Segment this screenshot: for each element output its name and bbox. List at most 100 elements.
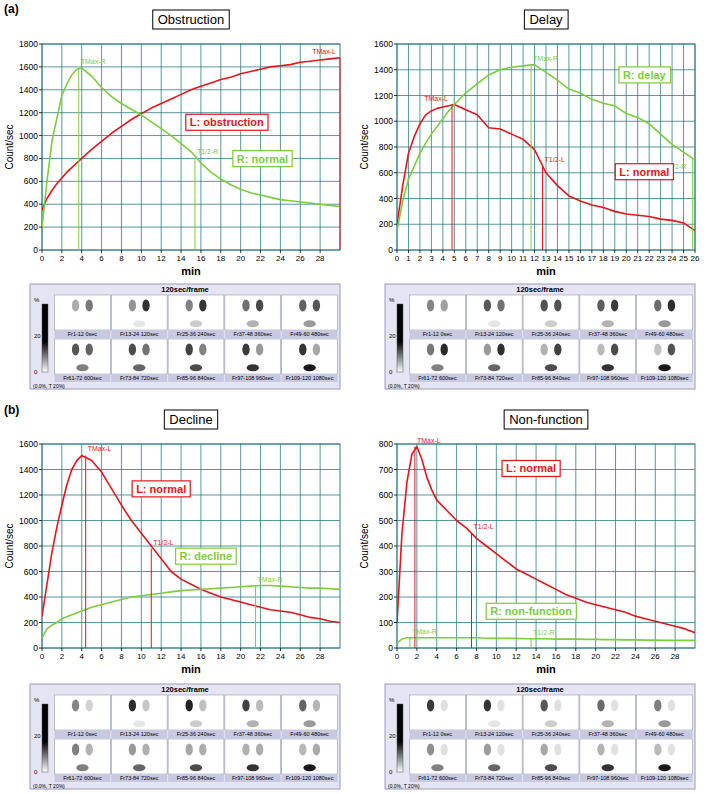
- plot-area: [397, 444, 695, 648]
- frame-caption: Fr49-60 480sec: [645, 731, 684, 737]
- image-panel: [385, 284, 695, 389]
- image-grid: 120sec/frame%200(0.0%, T 20%)Fr1-12 0sec…: [30, 284, 340, 389]
- kidney-right: [199, 344, 206, 356]
- marker-label: T1/2-L: [545, 156, 565, 163]
- image-title: 120sec/frame: [516, 285, 564, 294]
- y-tick-label: 0: [33, 245, 38, 255]
- x-tick-label: 22: [611, 652, 620, 661]
- tick: [280, 250, 281, 253]
- y-tick-label: 600: [379, 168, 393, 178]
- tick: [39, 571, 42, 572]
- marker-label: T1/2-R: [533, 629, 554, 636]
- x-tick-label: 14: [532, 652, 541, 661]
- tick: [39, 135, 42, 136]
- bladder: [133, 320, 145, 327]
- y-tick-label: 400: [24, 592, 38, 602]
- frame-caption: Fr61-72 600sec: [418, 375, 457, 381]
- kidney-right: [497, 744, 504, 756]
- tick: [442, 250, 443, 253]
- frame-caption: Fr61-72 600sec: [63, 775, 102, 781]
- grid-line: [42, 622, 340, 623]
- marker-label: TMax-R: [533, 55, 558, 62]
- bladder: [431, 764, 443, 771]
- frame-image: [168, 739, 224, 774]
- frame-image: [637, 739, 693, 774]
- x-tick-label: 20: [591, 652, 600, 661]
- tick: [568, 250, 569, 253]
- y-axis-title: Count/sec: [359, 124, 370, 169]
- bladder: [545, 364, 557, 371]
- bladder: [545, 320, 557, 327]
- marker-line: [692, 159, 693, 250]
- grid-line: [42, 597, 340, 598]
- series-group: [397, 447, 695, 643]
- tick: [614, 250, 615, 253]
- y-tick-label: 1000: [374, 116, 393, 126]
- panel-label: (b): [4, 403, 19, 417]
- y-tick-label: 1000: [19, 131, 38, 141]
- frame-image: [523, 739, 579, 774]
- frame-caption-strip: [111, 374, 167, 382]
- y-tick-label: 1400: [374, 65, 393, 75]
- kidney-left: [427, 700, 434, 712]
- kidney-right: [497, 700, 504, 712]
- x-tick-label: 24: [631, 652, 640, 661]
- grid-line: [42, 181, 340, 182]
- frame-caption-strip: [637, 730, 693, 738]
- tick: [260, 648, 261, 651]
- x-tick-label: 0: [40, 254, 45, 263]
- chart-title: Non-function: [509, 412, 583, 427]
- series-label-box: [186, 114, 268, 130]
- marker-line: [452, 105, 453, 250]
- frame-caption: Fr97-108 960sec: [232, 375, 274, 381]
- tick: [39, 469, 42, 470]
- frame-caption: Fr13-24 120sec: [475, 731, 514, 737]
- frame-caption-strip: [580, 374, 636, 382]
- x-tick-label: 4: [80, 652, 85, 661]
- tick: [615, 648, 616, 651]
- scale-label: %: [389, 297, 395, 303]
- chart-title: Delay: [529, 12, 563, 27]
- tick: [39, 181, 42, 182]
- series-group: [42, 58, 340, 227]
- frame-caption-strip: [225, 774, 281, 782]
- grid-line: [42, 112, 340, 113]
- tick: [394, 648, 397, 649]
- x-tick-label: 18: [599, 254, 608, 263]
- frame-caption: Fr97-108 960sec: [587, 775, 629, 781]
- x-tick-label: 24: [276, 254, 285, 263]
- series-line: [42, 586, 340, 638]
- kidney-right: [199, 300, 206, 312]
- tick: [394, 69, 397, 70]
- frame-image: [111, 695, 167, 730]
- kidney-right: [668, 344, 675, 356]
- frame-image: [55, 695, 111, 730]
- tick: [394, 250, 397, 251]
- tick: [181, 648, 182, 651]
- x-tick-label: 9: [498, 254, 503, 263]
- tick: [39, 227, 42, 228]
- frame-caption: Fr61-72 600sec: [418, 775, 457, 781]
- y-tick-label: 200: [24, 618, 38, 628]
- grid-line: [240, 44, 241, 250]
- kidney-left: [597, 300, 604, 312]
- x-tick-label: 8: [119, 254, 124, 263]
- x-tick-label: 18: [216, 652, 225, 661]
- x-tick-label: 18: [571, 652, 580, 661]
- kidney-left: [299, 700, 306, 712]
- y-tick-label: 300: [379, 567, 393, 577]
- frame-image: [637, 339, 693, 374]
- x-tick-label: 4: [80, 254, 85, 263]
- kidney-left: [540, 744, 547, 756]
- marker-label: TMax-L: [417, 437, 441, 444]
- grid-line: [161, 44, 162, 250]
- series-line: [42, 58, 340, 210]
- grid-line: [141, 44, 142, 250]
- tick: [39, 546, 42, 547]
- x-tick-label: 8: [119, 652, 124, 661]
- series-group: [42, 455, 340, 637]
- x-axis-title: min: [536, 663, 556, 675]
- frame-image: [225, 295, 281, 330]
- frame-image: [466, 295, 522, 330]
- tick: [39, 112, 42, 113]
